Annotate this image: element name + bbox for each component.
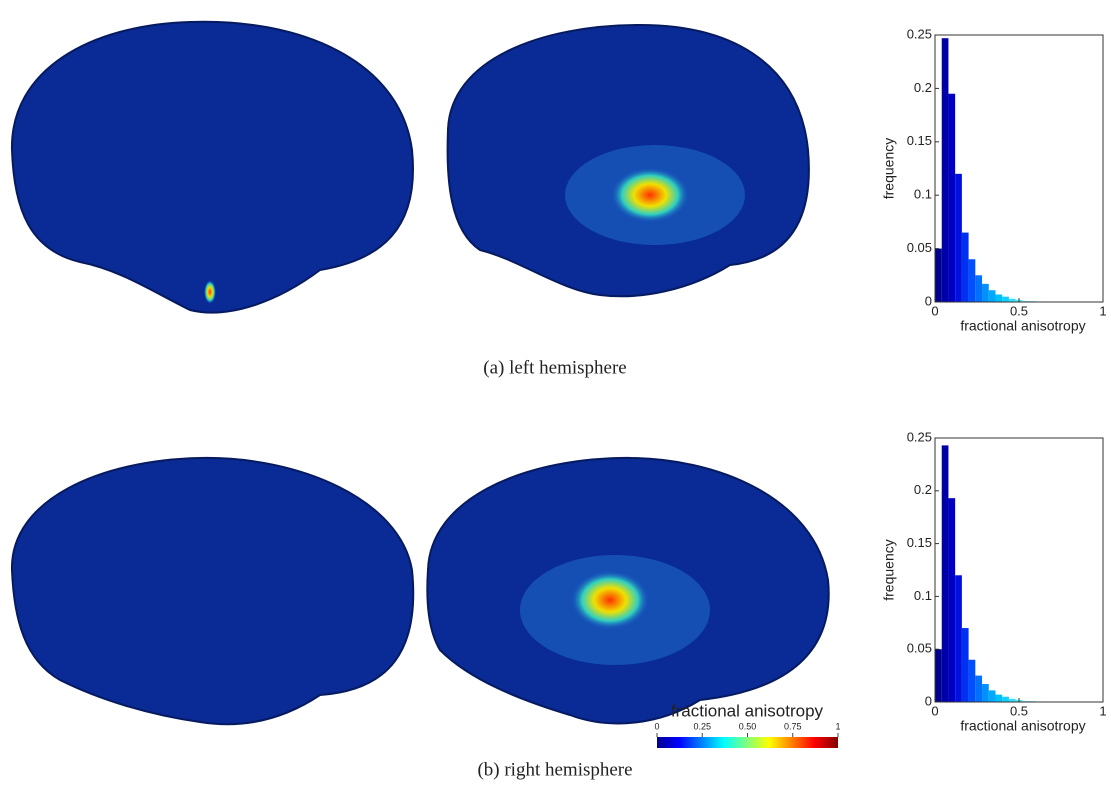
bar: [948, 498, 956, 702]
y-tick-label: 0.25: [907, 26, 932, 41]
bar: [948, 93, 956, 303]
y-tick-label: 0.2: [914, 80, 932, 95]
colorbar: [657, 737, 838, 748]
bar: [935, 248, 942, 302]
bar: [941, 38, 949, 302]
bar: [1022, 700, 1030, 702]
colorbar-title: fractional anisotropy: [671, 701, 824, 720]
bar: [982, 283, 989, 302]
y-tick-label: 0.05: [907, 240, 932, 255]
bar: [1008, 698, 1016, 702]
bar: [1002, 696, 1009, 702]
x-tick-label: 1: [1099, 303, 1106, 318]
bar: [968, 259, 976, 302]
y-tick-label: 0.05: [907, 641, 932, 656]
caption: (b) right hemisphere: [477, 759, 632, 780]
y-tick-label: 0.15: [907, 535, 932, 550]
bar: [1029, 300, 1036, 302]
y-tick-label: 0.1: [914, 588, 932, 603]
colorbar-tick-label: 0.75: [784, 721, 802, 731]
brain-images: [10, 20, 830, 726]
caption: (a) left hemisphere: [483, 357, 626, 378]
y-tick-label: 0.15: [907, 133, 932, 148]
bar: [1029, 700, 1036, 702]
x-tick-label: 0: [931, 303, 938, 318]
y-tick-label: 0.1: [914, 187, 932, 202]
x-tick-label: 0.5: [1010, 303, 1028, 318]
y-tick-label: 0: [925, 293, 932, 308]
colorbar-tick-label: 0: [654, 721, 659, 731]
bar: [961, 232, 969, 302]
bar: [968, 659, 976, 702]
bar: [988, 690, 996, 702]
x-axis-label: fractional anisotropy: [960, 718, 1085, 734]
y-tick-label: 0.25: [907, 429, 932, 444]
bar: [988, 290, 996, 302]
x-tick-label: 0.5: [1010, 703, 1028, 718]
colorbar-tick-label: 0.25: [693, 721, 711, 731]
bar: [941, 445, 949, 702]
y-tick-label: 0: [925, 693, 932, 708]
bar: [955, 173, 962, 302]
bar: [955, 575, 962, 702]
y-axis-label: frequency: [881, 138, 897, 199]
bar: [1022, 300, 1030, 302]
bar: [961, 628, 969, 702]
bar: [995, 294, 1003, 302]
bar: [995, 694, 1003, 702]
colorbar-tick-label: 0.50: [739, 721, 757, 731]
bar: [935, 649, 942, 702]
bar: [1008, 298, 1016, 302]
y-axis-label: frequency: [881, 539, 897, 600]
bar: [975, 675, 983, 702]
y-tick-label: 0.2: [914, 482, 932, 497]
x-tick-label: 1: [1099, 703, 1106, 718]
bar: [975, 275, 983, 302]
bar: [1002, 296, 1009, 302]
x-tick-label: 0: [931, 703, 938, 718]
colorbar-tick-label: 1: [835, 721, 840, 731]
x-axis-label: fractional anisotropy: [960, 318, 1085, 334]
bar: [982, 684, 989, 702]
